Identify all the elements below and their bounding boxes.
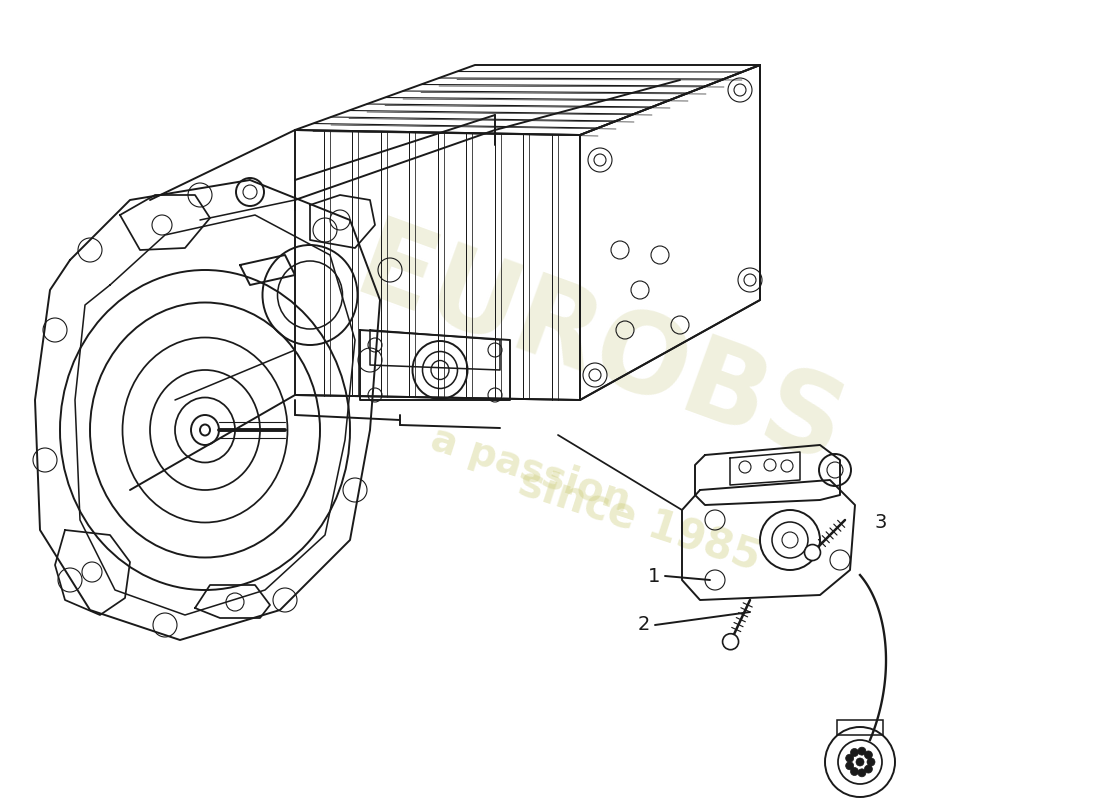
- Text: 2: 2: [638, 615, 650, 634]
- Circle shape: [846, 754, 854, 762]
- Text: since 1985: since 1985: [514, 461, 767, 579]
- Circle shape: [858, 769, 866, 777]
- Circle shape: [858, 747, 866, 755]
- Circle shape: [850, 749, 858, 757]
- Circle shape: [723, 634, 738, 650]
- Circle shape: [867, 758, 875, 766]
- Circle shape: [850, 767, 858, 775]
- Circle shape: [856, 758, 864, 766]
- Text: 3: 3: [874, 513, 888, 531]
- Text: 1: 1: [648, 566, 660, 586]
- Circle shape: [804, 545, 821, 561]
- Circle shape: [846, 762, 854, 770]
- Text: EUROBS: EUROBS: [341, 212, 858, 488]
- Circle shape: [865, 751, 872, 759]
- Text: a passion: a passion: [426, 420, 635, 520]
- Circle shape: [865, 765, 872, 773]
- Bar: [837, 720, 883, 735]
